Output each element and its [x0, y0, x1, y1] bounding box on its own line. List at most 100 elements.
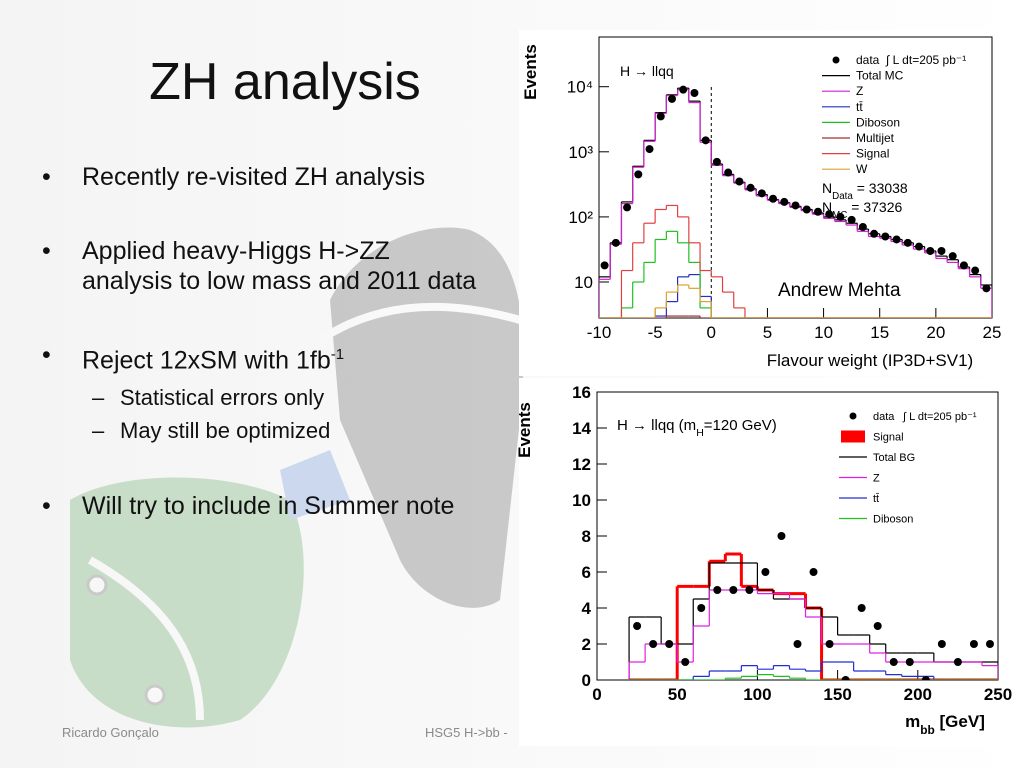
subscript: bb [920, 723, 935, 737]
x-tick-label: 100 [743, 685, 771, 704]
legend-label: Z [873, 473, 880, 485]
data-point [881, 232, 890, 241]
legend-label: Multijet [856, 131, 895, 145]
data-point [892, 235, 901, 244]
x-tick-label: 15 [870, 323, 889, 342]
data-point [656, 112, 665, 121]
x-axis-label: Flavour weight (IP3D+SV1) [767, 351, 973, 370]
data-point [757, 189, 766, 198]
data-point [746, 183, 755, 192]
y-axis-label: Events [521, 44, 540, 100]
text-part: Andrew Mehta [778, 280, 901, 301]
data-point [681, 658, 690, 666]
y-tick-label: 10⁴ [567, 78, 593, 97]
bullet-text: Applied heavy-Higgs H->ZZ analysis to lo… [82, 237, 477, 295]
footer-center: HSG5 H->bb - [425, 725, 508, 740]
subscript: MC [832, 210, 847, 221]
text-part: N [822, 180, 832, 196]
data-point [905, 658, 914, 666]
x-tick-label: 0 [707, 323, 716, 342]
y-tick-label: 8 [582, 527, 591, 546]
legend-marker [849, 412, 857, 420]
data-point [873, 622, 882, 630]
data-point [745, 586, 754, 594]
data-point [870, 229, 879, 238]
data-point [665, 640, 674, 648]
data-point [780, 197, 789, 206]
legend-label: W [856, 162, 868, 176]
legend-label: tt̄ [873, 493, 879, 505]
data-point [690, 89, 699, 98]
y-tick-label: 4 [582, 599, 592, 618]
data-point [937, 640, 946, 648]
data-point [791, 201, 800, 210]
plot-area [599, 85, 992, 318]
text-part: =120 GeV) [704, 417, 777, 434]
text-part: = 37326 [847, 199, 902, 215]
bullet: Recently re-visited ZH analysis [40, 162, 480, 192]
text-part: m [905, 712, 920, 731]
data-point [889, 658, 898, 666]
data-point [623, 203, 632, 212]
legend-note: ∫ L dt=205 pb⁻¹ [902, 411, 977, 423]
data-point [953, 658, 962, 666]
data-point [679, 85, 688, 94]
legend-label: Z [856, 84, 863, 98]
data-point [903, 238, 912, 247]
data-point [847, 215, 856, 224]
data-point [729, 586, 738, 594]
x-tick-label: 250 [984, 685, 1012, 704]
x-tick-label: 10 [814, 323, 833, 342]
data-point [697, 604, 706, 612]
x-tick-label: 50 [668, 685, 687, 704]
legend-marker [841, 430, 865, 443]
legend-note: ∫ L dt=205 pb⁻¹ [885, 53, 966, 67]
data-point [667, 94, 676, 103]
data-point [611, 238, 620, 247]
data-point [713, 586, 722, 594]
x-tick-label: 200 [904, 685, 932, 704]
data-point [802, 205, 811, 214]
figure-background [519, 378, 1024, 746]
data-point [937, 246, 946, 255]
data-point [841, 676, 850, 680]
bullet-list: Recently re-visited ZH analysis Applied h… [40, 162, 480, 565]
data-point [985, 640, 994, 648]
data-point [825, 640, 834, 648]
text-part: H → llqq (m [617, 417, 696, 434]
data-point [769, 194, 778, 203]
data-point [793, 640, 802, 648]
data-point [645, 145, 654, 154]
bullet-text: Will try to include in Summer note [82, 492, 455, 521]
y-tick-label: 2 [582, 635, 591, 654]
footer-author: Ricardo Gonçalo [62, 725, 159, 740]
y-axis-label: Events [515, 402, 534, 458]
bullet-superscript: -1 [330, 346, 345, 363]
legend-label: data [856, 53, 880, 67]
y-tick-label: 14 [572, 419, 591, 438]
y-tick-label: 10 [572, 491, 591, 510]
data-point [813, 207, 822, 216]
data-point [858, 222, 867, 231]
annotation: Andrew Mehta [778, 280, 901, 301]
data-point [701, 136, 710, 145]
legend-label: Diboson [856, 115, 900, 129]
legend-label: data [873, 411, 895, 423]
data-point [809, 568, 818, 576]
x-tick-label: 20 [926, 323, 945, 342]
data-point [735, 177, 744, 186]
sub-bullet: May still be optimized [92, 414, 480, 447]
data-point [724, 168, 733, 177]
data-point [857, 604, 866, 612]
annotation: NMC = 37326 [822, 199, 902, 221]
legend-label: Total BG [873, 452, 915, 464]
bullet: Will try to include in Summer note [40, 491, 480, 521]
y-tick-label: 12 [572, 455, 591, 474]
x-axis-label: mbb [GeV] [905, 712, 985, 737]
x-tick-label: 0 [592, 685, 601, 704]
data-point [761, 568, 770, 576]
x-tick-label: -5 [648, 323, 663, 342]
data-point [836, 212, 845, 221]
